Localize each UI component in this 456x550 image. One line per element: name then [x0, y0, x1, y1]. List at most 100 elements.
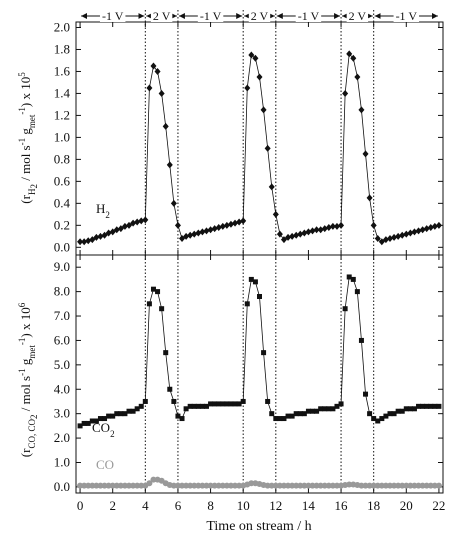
data-point [391, 411, 397, 417]
data-point [138, 217, 145, 225]
data-point [338, 401, 344, 407]
data-point [134, 218, 141, 226]
data-point [403, 230, 410, 238]
phase-label: -1 V [396, 9, 418, 23]
data-point [170, 199, 177, 207]
phase-label: 2 V [153, 9, 171, 23]
series-label-part: 2 [110, 429, 115, 439]
data-point [158, 89, 165, 97]
data-point [427, 224, 434, 232]
data-point [382, 236, 389, 244]
data-point [121, 222, 128, 230]
data-point [110, 413, 116, 419]
data-point [309, 227, 316, 235]
y-tick-label: 0.6 [54, 173, 71, 188]
data-point [313, 226, 320, 234]
y-tick-label: 1.4 [54, 85, 71, 100]
data-point [175, 413, 181, 419]
y-tick-label: 2.0 [54, 430, 70, 445]
data-point [236, 401, 242, 407]
y-title-part: ) x 10 [18, 307, 33, 337]
y-title-part: / mol s [18, 145, 33, 184]
data-point [407, 406, 413, 412]
data-point [81, 420, 87, 426]
data-point [411, 228, 418, 236]
data-point [122, 411, 128, 417]
data-point [236, 218, 243, 226]
data-point [419, 226, 426, 234]
data-point [118, 411, 124, 417]
x-tick-label: 6 [175, 498, 182, 513]
data-point [216, 401, 222, 407]
data-point [150, 62, 157, 70]
y-tick-label: 0.8 [54, 151, 70, 166]
data-point [179, 416, 185, 422]
x-tick-label: 12 [269, 498, 282, 513]
data-point [297, 230, 304, 238]
data-point [138, 403, 144, 409]
data-point [154, 67, 161, 75]
data-point [134, 406, 140, 412]
data-point [232, 219, 239, 227]
phase-label-bg [248, 8, 271, 22]
data-point [142, 398, 148, 404]
data-point [207, 226, 214, 234]
data-point [106, 413, 112, 419]
data-point [432, 403, 438, 409]
phase-label-bg [346, 8, 369, 22]
data-point [248, 51, 255, 59]
data-point [126, 408, 132, 414]
y-title-part: ) x 10 [18, 77, 33, 107]
data-point [317, 226, 324, 234]
data-point [228, 401, 234, 407]
data-point [338, 221, 345, 229]
y-title-part: -1 [17, 138, 27, 146]
x-axis-title: Time on stream / h [206, 519, 311, 534]
y-axis-title: (rCO, CO2 / mol s-1 gmet-1) x 106 [17, 302, 39, 457]
y-title-part: met [27, 114, 37, 128]
y-title-part: 2 [29, 415, 39, 420]
data-point [371, 416, 377, 422]
data-point [146, 301, 152, 307]
data-point [199, 228, 206, 236]
y-title-part: 2 [29, 184, 39, 189]
y-tick-label: 5.0 [54, 357, 70, 372]
data-point [289, 232, 296, 240]
y-tick-label: 2.0 [54, 19, 70, 34]
y-tick-label: 1.2 [54, 107, 70, 122]
data-point [159, 306, 165, 312]
data-point [264, 144, 271, 152]
data-point [350, 54, 357, 62]
series-label: CO [96, 457, 114, 472]
data-point [272, 210, 279, 218]
data-point [187, 403, 193, 409]
data-point [260, 106, 267, 114]
series-label-part: 2 [105, 210, 110, 220]
data-point [326, 406, 332, 412]
phase-label: 2 V [251, 9, 269, 23]
data-point [252, 54, 259, 62]
x-tick-label: 18 [367, 498, 380, 513]
data-point [146, 480, 153, 487]
data-point [85, 420, 91, 426]
x-tick-label: 0 [77, 498, 84, 513]
y-tick-label: 0.0 [54, 239, 70, 254]
data-point [383, 413, 389, 419]
y-title-part: (r [18, 448, 33, 457]
data-point [146, 84, 153, 92]
data-point [436, 403, 442, 409]
data-point [297, 411, 303, 417]
y-tick-label: 8.0 [54, 284, 70, 299]
data-point [293, 231, 300, 239]
y-tick-label: 0.4 [54, 195, 71, 210]
data-point [219, 222, 226, 230]
data-point [301, 411, 307, 417]
series-label: CO2 [92, 420, 115, 439]
data-point [370, 221, 377, 229]
data-point [366, 194, 373, 202]
data-point [305, 408, 311, 414]
data-point [314, 408, 320, 414]
data-point [81, 238, 88, 246]
data-point [199, 403, 205, 409]
data-point [346, 50, 353, 58]
